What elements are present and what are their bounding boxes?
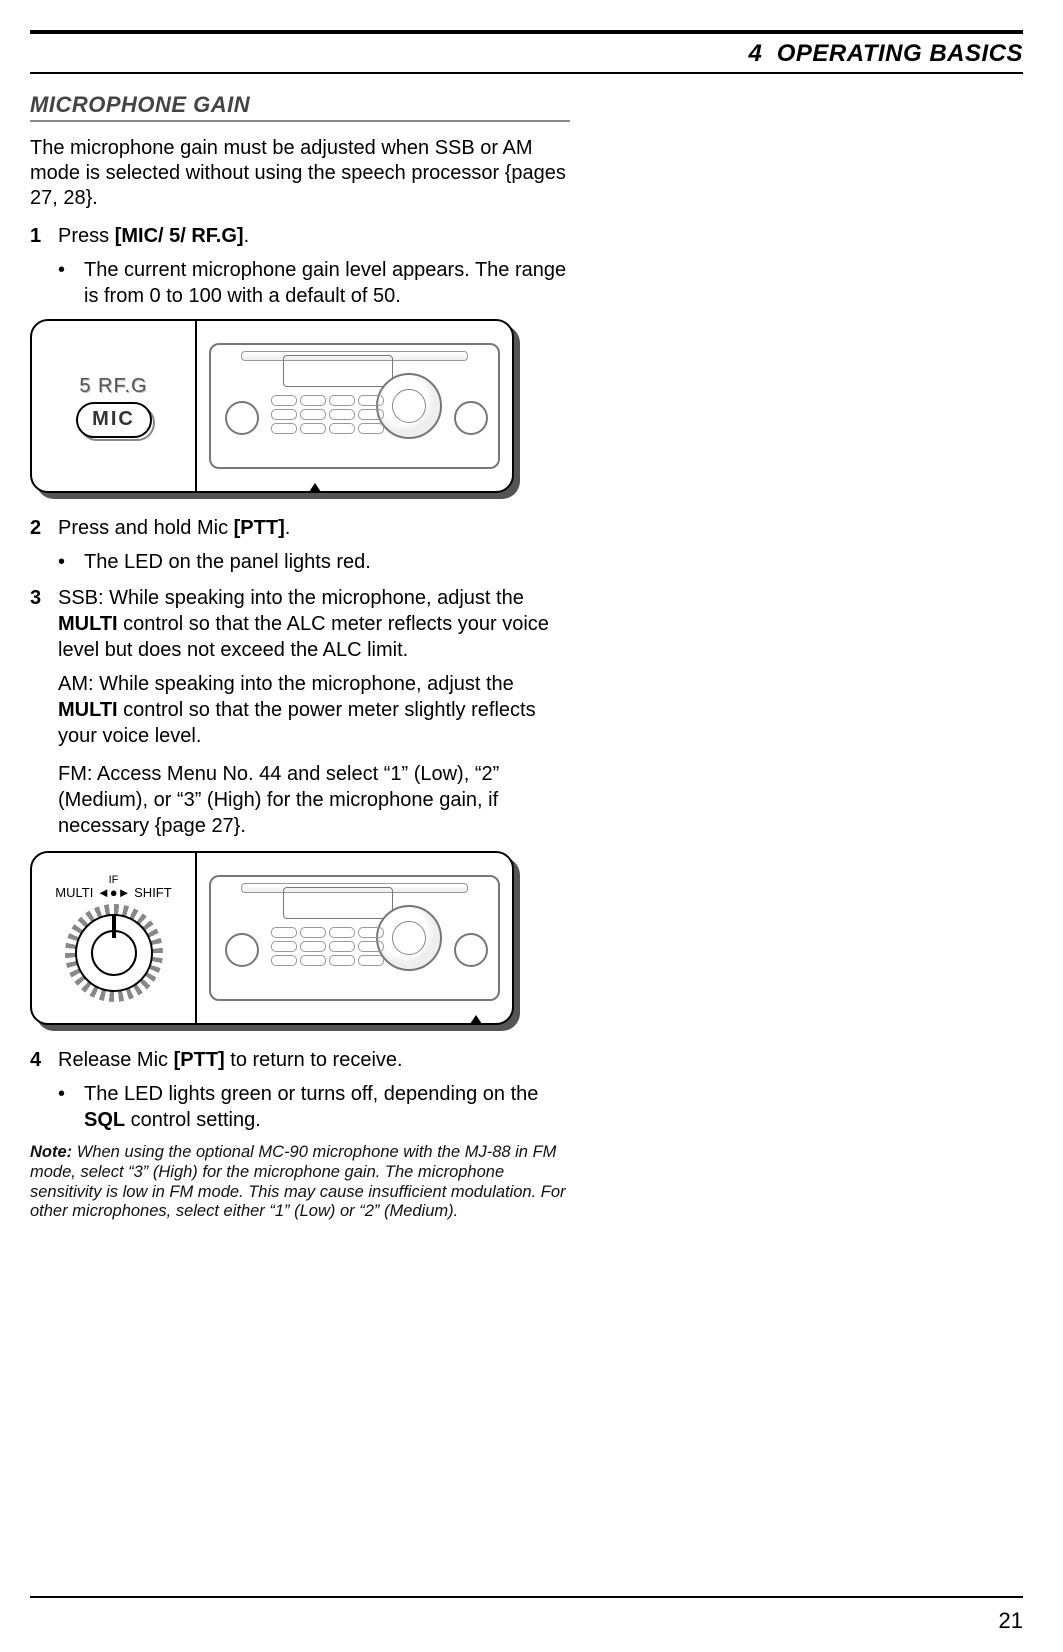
step-4-bullet-text: The LED lights green or turns off, depen…: [84, 1081, 570, 1133]
step-1-text-before: Press: [58, 225, 115, 247]
radio-small-knob-right: [454, 401, 488, 435]
step-3-am-bold: MULTI: [58, 699, 118, 721]
mic-pill-label: MIC: [76, 402, 152, 438]
multi-knob: [65, 904, 163, 1002]
note-body: When using the optional MC-90 microphone…: [30, 1143, 566, 1220]
figure-1-label-top: 5 RF.G: [79, 375, 147, 398]
step-4-bullet: • The LED lights green or turns off, dep…: [58, 1081, 570, 1133]
figure-2-row-labels: MULTI ◄●► SHIFT: [55, 886, 171, 900]
figure-2-label-right: SHIFT: [134, 885, 172, 900]
step-3-am: AM: While speaking into the microphone, …: [58, 671, 570, 749]
step-4-bold: [PTT]: [174, 1049, 225, 1071]
figure-1: 5 RF.G MIC: [30, 319, 520, 499]
step-3: 3 SSB: While speaking into the microphon…: [30, 585, 570, 663]
radio-outline-1: [209, 343, 500, 469]
page-number: 21: [999, 1608, 1023, 1634]
bullet-icon: •: [58, 549, 84, 575]
step-1-text-after: .: [244, 225, 250, 247]
step-2-bullet-text: The LED on the panel lights red.: [84, 549, 570, 575]
note: Note: When using the optional MC-90 micr…: [30, 1143, 570, 1222]
chapter-header: 4 OPERATING BASICS: [30, 40, 1023, 68]
step-2-number: 2: [30, 515, 58, 541]
radio-button-row: [271, 927, 391, 966]
step-3-number: 3: [30, 585, 58, 663]
step-2-bullet: • The LED on the panel lights red.: [58, 549, 570, 575]
radio-outline-2: [209, 875, 500, 1001]
radio-small-knob-left: [225, 933, 259, 967]
top-rule: [30, 30, 1023, 34]
knob-mark: [112, 916, 116, 938]
step-3-ssb-bold: MULTI: [58, 613, 118, 635]
figure-2: IF MULTI ◄●► SHIFT: [30, 851, 520, 1031]
step-2-text-before: Press and hold Mic: [58, 517, 234, 539]
radio-screen: [283, 355, 393, 387]
mic-pill: MIC: [76, 402, 152, 438]
step-4-text-after: to return to receive.: [225, 1049, 403, 1071]
section-title: MICROPHONE GAIN: [30, 92, 570, 122]
step-4: 4 Release Mic [PTT] to return to receive…: [30, 1047, 570, 1073]
pointer-icon: [307, 483, 323, 493]
step-2-bold: [PTT]: [234, 517, 285, 539]
pointer-icon: [468, 1015, 484, 1025]
figure-2-label-left: MULTI: [55, 885, 93, 900]
radio-screen: [283, 887, 393, 919]
figure-2-panel: IF MULTI ◄●► SHIFT: [30, 851, 514, 1025]
step-2: 2 Press and hold Mic [PTT].: [30, 515, 570, 541]
step-3-ssb: SSB: While speaking into the microphone,…: [58, 585, 570, 663]
knob-arrows-icon: ◄●►: [93, 885, 134, 900]
content-column: MICROPHONE GAIN The microphone gain must…: [30, 92, 570, 1222]
step-4-bullet-a: The LED lights green or turns off, depen…: [84, 1083, 538, 1105]
step-3-ssb-a: SSB: While speaking into the microphone,…: [58, 587, 524, 609]
step-1-body: Press [MIC/ 5/ RF.G].: [58, 223, 570, 249]
step-4-body: Release Mic [PTT] to return to receive.: [58, 1047, 570, 1073]
radio-small-knob-left: [225, 401, 259, 435]
footer-rule: [30, 1596, 1023, 1598]
figure-1-radio: [197, 321, 512, 491]
radio-small-knob-right: [454, 933, 488, 967]
step-1: 1 Press [MIC/ 5/ RF.G].: [30, 223, 570, 249]
chapter-underline: [30, 72, 1023, 74]
step-1-bold: [MIC/ 5/ RF.G]: [115, 225, 244, 247]
step-2-body: Press and hold Mic [PTT].: [58, 515, 570, 541]
step-3-am-b: control so that the power meter slightly…: [58, 699, 536, 747]
intro-paragraph: The microphone gain must be adjusted whe…: [30, 136, 570, 211]
step-1-bullet: • The current microphone gain level appe…: [58, 257, 570, 309]
note-label: Note:: [30, 1143, 72, 1161]
figure-1-left: 5 RF.G MIC: [32, 321, 197, 491]
step-2-text-after: .: [285, 517, 291, 539]
step-4-text-before: Release Mic: [58, 1049, 174, 1071]
step-3-ssb-b: control so that the ALC meter reflects y…: [58, 613, 549, 661]
figure-2-radio: [197, 853, 512, 1023]
chapter-number: 4: [749, 40, 763, 67]
step-4-bullet-bold: SQL: [84, 1109, 125, 1131]
step-3-fm: FM: Access Menu No. 44 and select “1” (L…: [58, 761, 570, 839]
step-4-bullet-b: control setting.: [125, 1109, 261, 1131]
step-1-number: 1: [30, 223, 58, 249]
step-3-am-a: AM: While speaking into the microphone, …: [58, 673, 514, 695]
step-1-bullet-text: The current microphone gain level appear…: [84, 257, 570, 309]
radio-button-row: [271, 395, 391, 434]
figure-1-panel: 5 RF.G MIC: [30, 319, 514, 493]
figure-2-left: IF MULTI ◄●► SHIFT: [32, 853, 197, 1023]
chapter-title: OPERATING BASICS: [777, 40, 1023, 67]
bullet-icon: •: [58, 257, 84, 309]
bullet-icon: •: [58, 1081, 84, 1133]
figure-2-labels: IF MULTI ◄●► SHIFT: [55, 874, 171, 900]
step-4-number: 4: [30, 1047, 58, 1073]
